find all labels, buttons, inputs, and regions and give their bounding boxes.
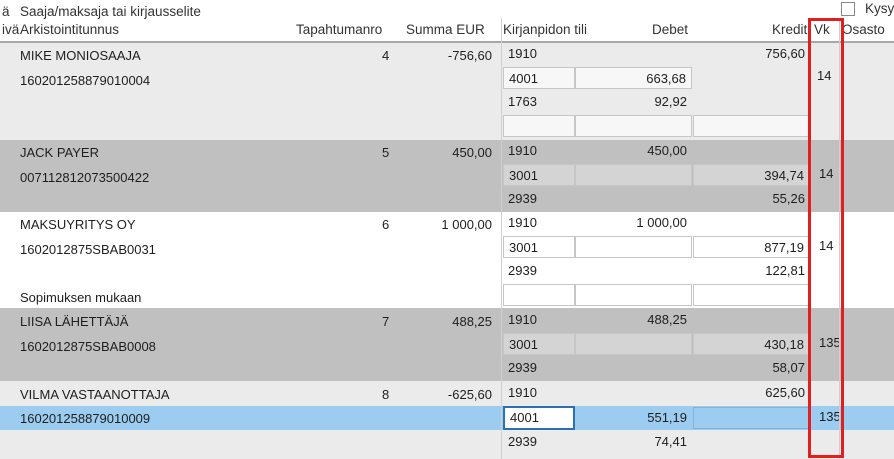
entry-number[interactable]: 6 <box>382 217 390 232</box>
line-credit[interactable]: 55,26 <box>772 191 805 206</box>
line-debit-empty[interactable] <box>575 284 692 306</box>
entry-archive-id[interactable]: 160201258879010004 <box>20 73 151 88</box>
line-credit[interactable]: 756,60 <box>765 46 805 61</box>
line-account[interactable]: 1910 <box>508 215 537 230</box>
entry-amount[interactable]: 450,00 <box>452 145 492 160</box>
line-debit[interactable]: 663,68 <box>575 67 692 89</box>
header-archive-id[interactable]: Arkistointitunnus <box>20 22 120 37</box>
header-department[interactable]: Osasto <box>842 22 885 37</box>
line-account-empty[interactable] <box>503 284 575 306</box>
ask-checkbox[interactable] <box>841 2 855 16</box>
entry-payee[interactable]: MIKE MONIOSAAJA <box>20 48 141 63</box>
line-account[interactable]: 2939 <box>508 263 537 278</box>
col-separator-dept <box>839 18 840 459</box>
header-transaction-no[interactable]: Tapahtumanro <box>296 22 383 37</box>
line-credit-empty[interactable] <box>693 284 810 306</box>
entry-note[interactable]: Sopimuksen mukaan <box>20 290 142 305</box>
entry-amount[interactable]: 488,25 <box>452 314 492 329</box>
line-account[interactable]: 2939 <box>508 434 537 449</box>
header-separator <box>0 41 894 43</box>
line-account[interactable]: 4001 <box>503 67 575 89</box>
line-debit[interactable]: 92,92 <box>654 94 687 109</box>
line-account-empty[interactable] <box>503 115 575 137</box>
entry-archive-id[interactable]: 1602012875SBAB0031 <box>20 242 156 257</box>
entry-number[interactable]: 7 <box>382 314 390 329</box>
line-credit[interactable]: 58,07 <box>772 360 805 375</box>
header-col0-top: ä <box>2 4 10 19</box>
entry-archive-id[interactable]: 007112812073500422 <box>20 170 150 185</box>
line-account[interactable]: 1910 <box>508 312 537 327</box>
line-account[interactable]: 1910 <box>508 385 537 400</box>
entry-payee[interactable]: JACK PAYER <box>20 145 99 160</box>
vk-column-highlight <box>808 18 844 458</box>
line-debit[interactable]: 74,41 <box>654 434 687 449</box>
line-account[interactable]: 1910 <box>508 143 537 158</box>
line-account[interactable]: 1910 <box>508 46 537 61</box>
entry-archive-id[interactable]: 1602012875SBAB0008 <box>20 339 156 354</box>
line-credit[interactable]: 625,60 <box>765 385 805 400</box>
col-separator-account <box>501 18 502 459</box>
header-col0-bottom: ivä <box>2 22 20 37</box>
header-payee[interactable]: Saaja/maksaja tai kirjausselite <box>20 4 201 19</box>
entry-amount[interactable]: 1 000,00 <box>441 217 492 232</box>
line-debit[interactable]: 450,00 <box>647 143 687 158</box>
line-debit-empty[interactable] <box>575 115 692 137</box>
line-vk[interactable]: 14 <box>819 166 834 181</box>
line-vk[interactable]: 135 <box>819 409 839 424</box>
line-vk[interactable]: 14 <box>819 238 834 253</box>
line-account[interactable]: 3001 <box>503 236 575 258</box>
line-credit[interactable]: 394,74 <box>693 164 810 186</box>
header-vk[interactable]: Vk <box>814 22 830 37</box>
header-amount[interactable]: Summa EUR <box>406 22 485 37</box>
line-account-focused[interactable]: 4001 <box>503 406 575 430</box>
line-debit-empty[interactable] <box>575 333 692 355</box>
line-debit[interactable]: 1 000,00 <box>636 215 687 230</box>
line-account[interactable]: 3001 <box>503 333 575 355</box>
line-credit[interactable]: 430,18 <box>693 333 810 355</box>
line-debit[interactable]: 488,25 <box>647 312 687 327</box>
entry-payee[interactable]: LIISA LÄHETTÄJÄ <box>20 314 129 329</box>
entry-archive-id[interactable]: 160201258879010009 <box>20 411 151 426</box>
header-account[interactable]: Kirjanpidon tili <box>503 22 588 37</box>
line-account[interactable]: 3001 <box>503 164 575 186</box>
line-debit[interactable]: 551,19 <box>647 410 687 425</box>
line-credit[interactable]: 877,19 <box>693 236 810 258</box>
line-credit-empty[interactable] <box>693 115 810 137</box>
entry-number[interactable]: 5 <box>382 145 390 160</box>
entry-number[interactable]: 8 <box>382 387 390 402</box>
line-vk[interactable]: 135 <box>819 335 839 350</box>
line-credit-empty[interactable] <box>693 407 810 429</box>
entry-amount[interactable]: -625,60 <box>447 387 492 402</box>
line-debit-empty[interactable] <box>575 236 692 258</box>
line-credit[interactable]: 122,81 <box>765 263 805 278</box>
line-debit-empty[interactable] <box>575 164 692 186</box>
line-account[interactable]: 2939 <box>508 360 537 375</box>
header-credit[interactable]: Kredit <box>772 22 808 37</box>
entry-number[interactable]: 4 <box>382 48 390 63</box>
header-debit[interactable]: Debet <box>652 22 689 37</box>
ask-checkbox-label: Kysy <box>865 1 894 16</box>
line-account[interactable]: 2939 <box>508 191 537 206</box>
line-account[interactable]: 1763 <box>508 94 537 109</box>
entry-amount[interactable]: -756,60 <box>447 48 492 63</box>
line-vk[interactable]: 14 <box>817 68 832 83</box>
entry-payee[interactable]: VILMA VASTAANOTTAJA <box>20 387 170 402</box>
entry-payee[interactable]: MAKSUYRITYS OY <box>20 217 136 232</box>
